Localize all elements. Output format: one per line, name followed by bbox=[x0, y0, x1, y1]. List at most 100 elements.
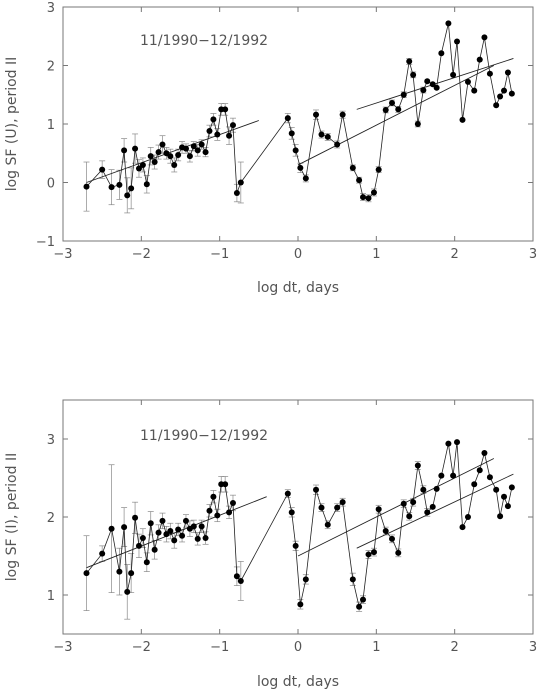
data-point bbox=[471, 87, 478, 94]
data-point bbox=[420, 486, 427, 493]
data-point bbox=[116, 181, 123, 188]
data-point bbox=[497, 513, 504, 520]
data-points-lower bbox=[83, 439, 515, 610]
data-point bbox=[414, 462, 421, 469]
data-point bbox=[438, 50, 445, 57]
data-point bbox=[222, 106, 229, 113]
data-point bbox=[370, 189, 377, 196]
data-point bbox=[481, 34, 488, 41]
data-point bbox=[313, 486, 320, 493]
x-tick-label: 0 bbox=[294, 640, 302, 655]
data-point bbox=[128, 570, 135, 577]
data-point bbox=[139, 535, 146, 542]
data-point bbox=[83, 570, 90, 577]
y-tick-label: 1 bbox=[47, 118, 55, 133]
data-point bbox=[464, 78, 471, 85]
annotation-lower: 11/1990−12/1992 bbox=[140, 428, 268, 444]
x-tick-label: −2 bbox=[132, 247, 151, 262]
data-point bbox=[424, 509, 431, 516]
data-point bbox=[375, 166, 382, 173]
data-point bbox=[121, 524, 128, 531]
data-point bbox=[132, 514, 139, 521]
y-tick-label: −1 bbox=[36, 235, 55, 250]
data-point bbox=[349, 576, 356, 583]
data-point bbox=[429, 503, 436, 510]
data-point bbox=[155, 529, 162, 536]
x-tick-labels-lower: −3 −2 −1 0 1 2 3 bbox=[53, 640, 537, 655]
fit-line bbox=[297, 65, 495, 166]
x-tick-label: 3 bbox=[529, 640, 537, 655]
data-point bbox=[171, 161, 178, 168]
data-point bbox=[194, 147, 201, 154]
y-tick-label: 2 bbox=[47, 511, 55, 526]
data-point bbox=[297, 601, 304, 608]
data-point bbox=[508, 90, 515, 97]
data-point bbox=[389, 99, 395, 106]
data-point bbox=[155, 149, 162, 156]
data-point bbox=[414, 121, 421, 127]
data-point bbox=[135, 542, 142, 549]
data-point bbox=[356, 603, 363, 610]
data-point bbox=[400, 500, 407, 507]
x-tick-label: −1 bbox=[210, 247, 229, 262]
chart-lower: −3 −2 −1 0 1 2 3 1 2 3 11/1990−12/1992 log dt, d… bbox=[4, 399, 537, 690]
data-point bbox=[406, 58, 413, 65]
data-point bbox=[167, 528, 174, 535]
data-point bbox=[486, 70, 493, 77]
data-point bbox=[410, 499, 417, 506]
x-tick-label: −2 bbox=[132, 640, 151, 655]
data-point bbox=[99, 166, 106, 173]
data-point bbox=[139, 161, 146, 168]
data-point bbox=[493, 102, 500, 109]
data-point bbox=[486, 474, 493, 481]
x-axis-label-upper: log dt, days bbox=[257, 280, 339, 296]
data-point bbox=[202, 149, 209, 156]
data-point bbox=[481, 450, 488, 457]
data-point bbox=[497, 93, 504, 100]
data-point bbox=[288, 130, 295, 137]
data-point bbox=[365, 551, 372, 558]
data-point bbox=[143, 559, 150, 566]
data-point bbox=[194, 535, 201, 542]
data-point bbox=[229, 499, 236, 506]
data-point bbox=[210, 493, 217, 500]
data-point bbox=[229, 122, 236, 129]
data-point bbox=[501, 493, 508, 500]
data-point bbox=[108, 184, 115, 191]
y-axis-label-lower: log SF (I), period II bbox=[4, 453, 20, 581]
data-point bbox=[147, 153, 154, 160]
data-point bbox=[284, 490, 291, 497]
data-point bbox=[382, 106, 389, 113]
data-point bbox=[175, 526, 182, 533]
fit-lines-lower bbox=[86, 458, 514, 569]
data-point bbox=[198, 523, 205, 530]
data-point bbox=[128, 185, 135, 192]
data-point bbox=[324, 521, 331, 528]
data-point bbox=[108, 525, 115, 532]
data-point bbox=[124, 192, 131, 199]
fit-line bbox=[86, 120, 259, 183]
data-point bbox=[206, 507, 213, 514]
data-point bbox=[159, 517, 166, 524]
data-point bbox=[143, 181, 150, 188]
y-tick-label: 0 bbox=[47, 177, 55, 192]
data-point bbox=[124, 588, 131, 595]
data-point bbox=[400, 91, 407, 98]
data-point bbox=[334, 141, 341, 148]
data-point bbox=[175, 152, 182, 159]
data-point bbox=[459, 116, 466, 123]
data-point bbox=[121, 147, 128, 154]
data-point bbox=[302, 175, 309, 182]
x-tick-label: −3 bbox=[53, 640, 72, 655]
x-tick-label: 1 bbox=[372, 640, 380, 655]
y-tick-label: 2 bbox=[47, 60, 55, 75]
x-axis-label-lower: log dt, days bbox=[257, 674, 339, 690]
data-point bbox=[360, 596, 367, 603]
data-point bbox=[292, 147, 299, 154]
annotation-upper: 11/1990−12/1992 bbox=[140, 33, 268, 49]
data-point bbox=[471, 481, 478, 488]
data-point bbox=[420, 87, 427, 94]
data-point bbox=[210, 116, 217, 123]
data-point bbox=[476, 56, 483, 63]
